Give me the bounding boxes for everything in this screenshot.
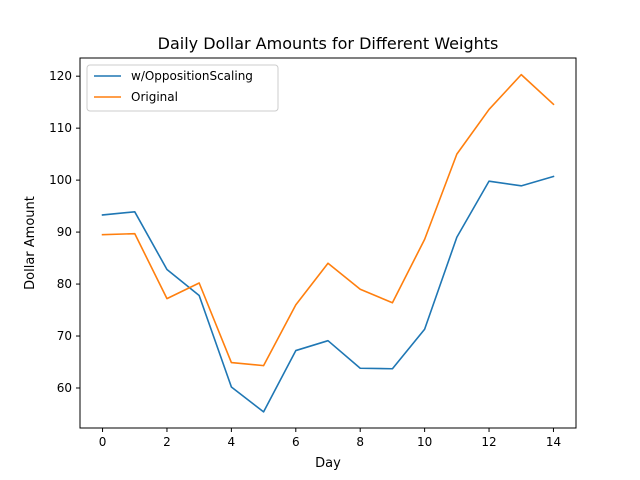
legend-box — [86, 64, 279, 112]
series-line-1 — [101, 73, 555, 367]
y-tick-label: 100 — [49, 173, 72, 187]
y-axis-label: Dollar Amount — [23, 196, 38, 290]
plot-area-frame — [79, 57, 577, 429]
series-layer — [101, 73, 555, 413]
x-tick-label: 12 — [481, 435, 496, 449]
x-axis-label: Day — [315, 456, 341, 471]
x-tick-label: 6 — [292, 435, 300, 449]
series-line-0 — [101, 175, 555, 413]
x-axis-ticks: 0 2 4 6 8 10 12 14 — [99, 428, 561, 449]
legend-label-0: w/OppositionScaling — [131, 69, 253, 83]
y-tick-label: 90 — [57, 225, 72, 239]
x-tick-label: 0 — [99, 435, 107, 449]
x-tick-label: 4 — [228, 435, 236, 449]
y-tick-label: 110 — [49, 121, 72, 135]
y-tick-label: 80 — [57, 277, 72, 291]
legend: w/OppositionScaling Original — [86, 64, 279, 112]
x-tick-label: 8 — [356, 435, 364, 449]
x-tick-label: 2 — [163, 435, 171, 449]
chart-title: Daily Dollar Amounts for Different Weigh… — [158, 34, 499, 53]
y-axis-ticks: 60 70 80 90 100 110 120 — [49, 69, 80, 395]
y-tick-label: 60 — [57, 381, 72, 395]
y-tick-label: 120 — [49, 69, 72, 83]
x-tick-label: 10 — [417, 435, 432, 449]
legend-label-1: Original — [131, 90, 178, 104]
x-tick-label: 14 — [546, 435, 561, 449]
y-tick-label: 70 — [57, 329, 72, 343]
